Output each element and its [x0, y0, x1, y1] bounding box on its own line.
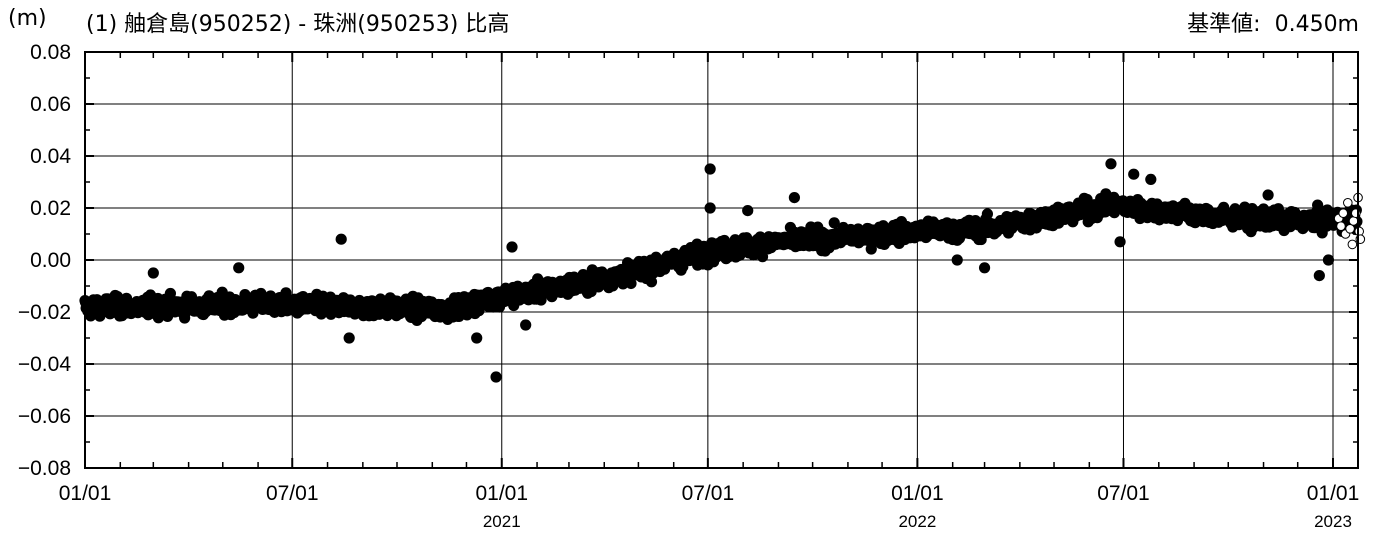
- x-tick-label: 07/01: [1097, 482, 1150, 505]
- y-axis-ticks: 0.08 0.06 0.04 0.02 0.00 −0.02 −0.04 −0.06 −0.08: [18, 41, 1358, 480]
- data-point: [1262, 189, 1274, 201]
- y-tick-label: 0.04: [30, 145, 71, 168]
- data-point: [1322, 254, 1335, 266]
- data-point: [343, 332, 355, 344]
- data-point-open: [1345, 224, 1355, 234]
- data-points: [79, 158, 1366, 383]
- reference-value: 基準値: 0.450m: [1187, 6, 1359, 38]
- x-tick-label: 01/01: [59, 482, 112, 505]
- data-point: [1128, 168, 1140, 180]
- data-point: [625, 277, 637, 290]
- data-point-open: [1336, 221, 1346, 231]
- y-tick-label: −0.04: [18, 353, 71, 376]
- x-year-label: 2023: [1314, 512, 1352, 531]
- data-point: [607, 280, 619, 292]
- x-tick-label: 01/01: [891, 482, 944, 505]
- data-point: [788, 192, 801, 204]
- chart-title: (1) 舳倉島(950252) - 珠洲(950253) 比高: [86, 12, 510, 37]
- y-tick-label: 0.00: [30, 249, 71, 272]
- data-point: [1114, 236, 1126, 248]
- y-tick-label: −0.08: [18, 457, 71, 480]
- data-point: [147, 267, 159, 279]
- x-year-label: 2022: [898, 512, 936, 531]
- data-point: [951, 254, 963, 266]
- y-axis-unit-label: (m): [8, 6, 47, 31]
- x-tick-label: 01/01: [1307, 482, 1360, 505]
- data-point: [1145, 173, 1157, 185]
- data-point: [978, 262, 991, 274]
- data-point-open: [1348, 216, 1359, 226]
- y-tick-label: −0.02: [18, 301, 71, 324]
- data-point-open: [1343, 198, 1353, 208]
- reference-number: 0.450m: [1274, 12, 1359, 37]
- data-point: [742, 205, 754, 217]
- data-point: [471, 332, 483, 344]
- reference-label: 基準値:: [1187, 12, 1261, 37]
- x-tick-label: 07/01: [266, 482, 319, 505]
- y-tick-label: −0.06: [18, 405, 71, 428]
- data-point: [981, 208, 994, 220]
- x-tick-label: 01/01: [475, 482, 528, 505]
- data-point: [506, 241, 518, 253]
- y-tick-label: 0.02: [30, 197, 71, 220]
- x-axis-ticks: 01/01 07/01 01/01 2021 07/01 01/01 2022 07/01 01…: [59, 52, 1360, 531]
- data-point: [335, 233, 347, 245]
- data-point: [520, 319, 532, 331]
- grid-lines: [85, 52, 1358, 468]
- plot-frame: [84, 51, 1359, 469]
- data-point: [1313, 270, 1325, 282]
- data-point-open: [1354, 226, 1364, 237]
- data-point: [645, 276, 658, 288]
- y-tick-label: 0.08: [30, 41, 71, 64]
- data-point-open: [1338, 208, 1349, 218]
- x-tick-label: 07/01: [682, 482, 735, 505]
- data-point: [1105, 158, 1117, 170]
- y-tick-label: 0.06: [30, 93, 71, 116]
- x-year-label: 2021: [483, 512, 521, 531]
- data-point: [756, 251, 769, 263]
- data-point: [490, 371, 502, 383]
- data-point: [704, 202, 716, 214]
- data-point-open: [1347, 239, 1358, 250]
- data-point: [704, 163, 716, 175]
- data-point: [233, 262, 245, 274]
- data-point: [828, 217, 840, 229]
